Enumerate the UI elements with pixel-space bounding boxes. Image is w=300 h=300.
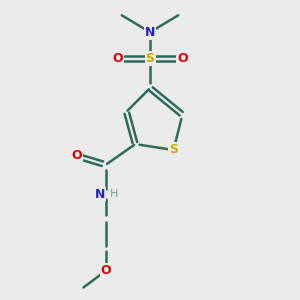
Text: O: O (71, 149, 82, 162)
Text: N: N (145, 26, 155, 39)
Text: S: S (169, 143, 178, 157)
Text: N: N (95, 188, 106, 201)
Text: H: H (110, 189, 118, 199)
Text: O: O (112, 52, 123, 65)
Text: S: S (146, 52, 154, 65)
Text: O: O (100, 264, 111, 277)
Text: O: O (177, 52, 188, 65)
